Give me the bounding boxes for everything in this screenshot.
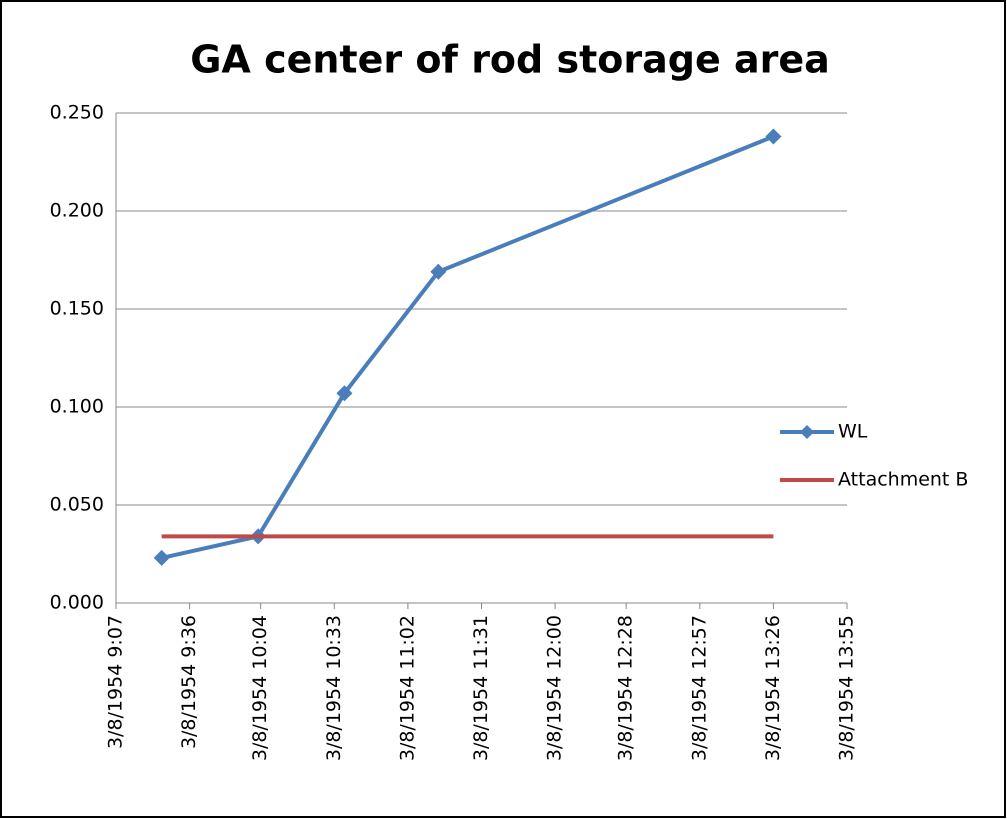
x-tick-label: 3/8/1954 12:57 (688, 615, 710, 761)
x-tick-label: 3/8/1954 9:36 (178, 615, 200, 749)
chart-title: GA center of rod storage area (190, 38, 830, 82)
x-tick-label: 3/8/1954 13:55 (836, 615, 858, 761)
point (336, 385, 353, 402)
y-tick-label: 0.050 (50, 494, 104, 516)
x-tick-label: 3/8/1954 12:28 (615, 615, 637, 761)
x-tick-label: 3/8/1954 12:00 (544, 615, 566, 761)
y-tick-label: 0.000 (50, 592, 104, 614)
y-tick-label: 0.200 (50, 200, 104, 222)
point (153, 549, 170, 566)
x-tick-label: 3/8/1954 9:07 (105, 615, 127, 749)
legend-marker (800, 425, 814, 439)
point (430, 263, 447, 280)
point (765, 128, 782, 145)
x-tick-label: 3/8/1954 13:26 (762, 615, 784, 761)
legend-label: Attachment B (838, 469, 968, 491)
x-tick-label: 3/8/1954 10:33 (323, 615, 345, 761)
x-tick-label: 3/8/1954 11:02 (396, 615, 418, 761)
x-tick-label: 3/8/1954 11:31 (470, 615, 492, 761)
legend-label: WL (838, 421, 868, 443)
x-tick-label: 3/8/1954 10:04 (249, 615, 271, 761)
y-tick-label: 0.250 (50, 102, 104, 124)
y-tick-label: 0.150 (50, 298, 104, 320)
y-tick-label: 0.100 (50, 396, 104, 418)
